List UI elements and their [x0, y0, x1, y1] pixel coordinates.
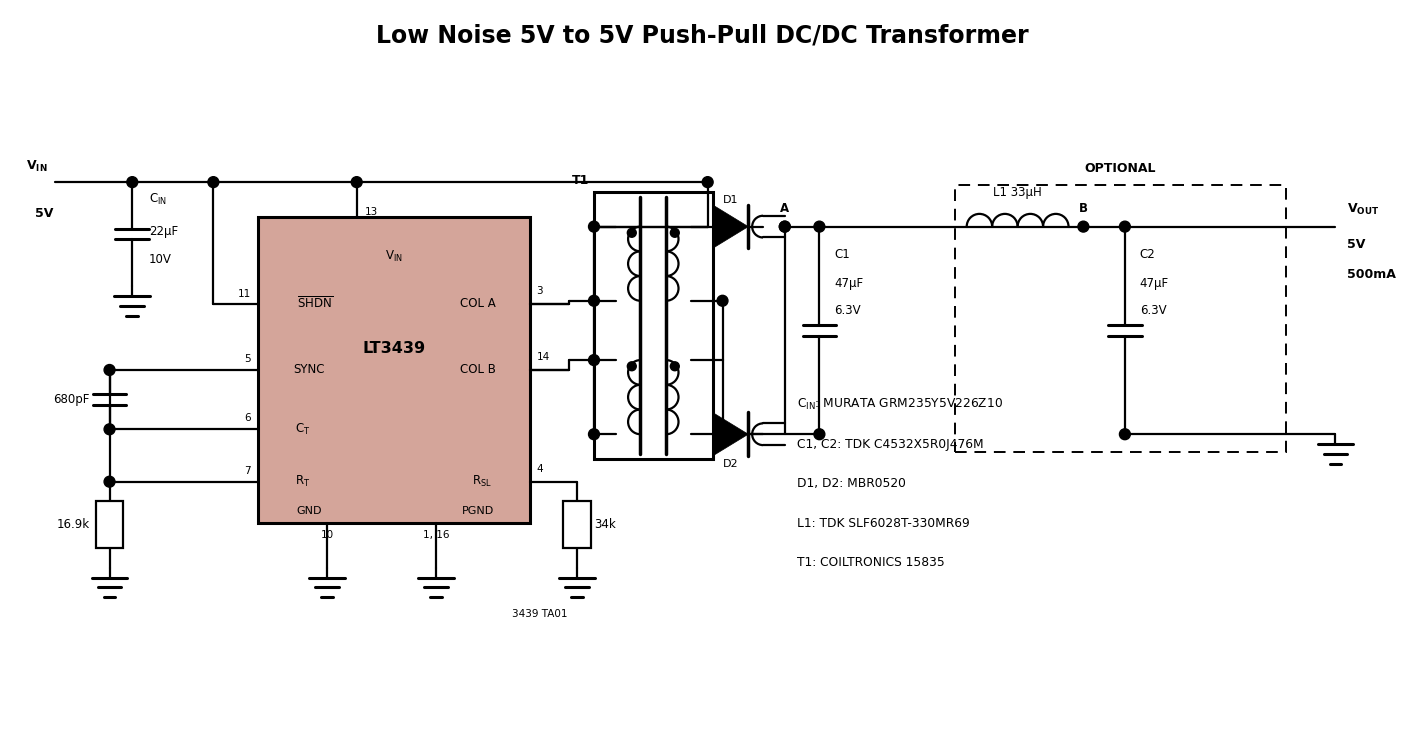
Circle shape [718, 429, 728, 440]
Circle shape [104, 424, 116, 434]
Circle shape [670, 229, 680, 237]
Bar [564, 501, 591, 548]
FancyBboxPatch shape [258, 217, 530, 523]
Text: $\mathregular{C_{IN}}$: $\mathregular{C_{IN}}$ [149, 193, 168, 207]
Text: 5V: 5V [1348, 238, 1366, 251]
Text: C1: C1 [835, 248, 850, 261]
Text: OPTIONAL: OPTIONAL [1084, 162, 1156, 175]
Polygon shape [712, 205, 749, 248]
Text: B: B [1079, 201, 1089, 215]
Circle shape [127, 176, 138, 187]
Circle shape [104, 365, 116, 376]
Text: 3: 3 [537, 286, 543, 295]
Circle shape [780, 221, 790, 232]
Circle shape [670, 362, 680, 370]
Text: $\mathregular{V_{IN}}$: $\mathregular{V_{IN}}$ [25, 159, 48, 174]
Text: A: A [780, 201, 790, 215]
Text: 10: 10 [320, 530, 334, 540]
Circle shape [207, 176, 219, 187]
Text: 5: 5 [244, 354, 251, 364]
Text: PGND: PGND [462, 506, 495, 517]
Text: 6: 6 [244, 413, 251, 423]
Circle shape [627, 229, 636, 237]
Text: $\mathregular{R_T}$: $\mathregular{R_T}$ [295, 474, 310, 490]
Circle shape [1120, 429, 1131, 440]
Circle shape [1120, 221, 1131, 232]
Text: $\mathregular{C_T}$: $\mathregular{C_T}$ [295, 422, 310, 437]
Text: LT3439: LT3439 [362, 341, 426, 356]
Text: $\mathregular{C_{IN}}$: MURATA GRM235Y5V226Z10: $\mathregular{C_{IN}}$: MURATA GRM235Y5V… [797, 397, 1003, 412]
Circle shape [780, 221, 790, 232]
Text: 16.9k: 16.9k [56, 518, 90, 531]
Text: $\mathregular{V_{IN}}$: $\mathregular{V_{IN}}$ [385, 248, 403, 264]
Text: 14: 14 [537, 352, 550, 362]
Text: 6.3V: 6.3V [1139, 304, 1166, 317]
Circle shape [588, 221, 599, 232]
Text: COL A: COL A [461, 297, 496, 310]
Circle shape [814, 429, 825, 440]
Text: 22μF: 22μF [149, 225, 178, 238]
Polygon shape [712, 412, 749, 456]
Text: 5V: 5V [35, 207, 54, 220]
Text: SYNC: SYNC [293, 364, 324, 376]
Text: 500mA: 500mA [1348, 268, 1396, 281]
Text: 11: 11 [238, 289, 251, 299]
Text: $\overline{\mathregular{SHDN}}$: $\overline{\mathregular{SHDN}}$ [298, 296, 333, 312]
Text: 1, 16: 1, 16 [423, 530, 448, 540]
Text: D1, D2: MBR0520: D1, D2: MBR0520 [797, 477, 905, 490]
Circle shape [718, 295, 728, 306]
Text: D2: D2 [722, 459, 739, 469]
Circle shape [104, 476, 116, 487]
Text: 47μF: 47μF [1139, 277, 1169, 290]
Circle shape [588, 355, 599, 365]
Text: 6.3V: 6.3V [835, 304, 862, 317]
Text: C2: C2 [1139, 248, 1155, 261]
Circle shape [702, 176, 713, 187]
Text: 10V: 10V [149, 253, 172, 266]
Circle shape [351, 176, 362, 187]
Circle shape [1077, 221, 1089, 232]
Text: L1 33μH: L1 33μH [993, 186, 1042, 199]
Circle shape [814, 221, 825, 232]
Text: 3439 TA01: 3439 TA01 [512, 609, 567, 619]
Text: C1, C2: TDK C4532X5R0J476M: C1, C2: TDK C4532X5R0J476M [797, 437, 983, 451]
Text: 34k: 34k [594, 518, 616, 531]
Text: 680pF: 680pF [54, 393, 90, 406]
Text: $\mathregular{R_{SL}}$: $\mathregular{R_{SL}}$ [472, 474, 492, 490]
Circle shape [588, 295, 599, 306]
Text: Low Noise 5V to 5V Push-Pull DC/DC Transformer: Low Noise 5V to 5V Push-Pull DC/DC Trans… [376, 24, 1029, 48]
Text: T1: COILTRONICS 15835: T1: COILTRONICS 15835 [797, 556, 945, 570]
Bar [96, 501, 123, 548]
Text: 7: 7 [244, 466, 251, 476]
Circle shape [627, 362, 636, 370]
FancyBboxPatch shape [594, 192, 712, 459]
Text: 47μF: 47μF [835, 277, 863, 290]
Text: GND: GND [296, 506, 321, 517]
Circle shape [588, 429, 599, 440]
Text: L1: TDK SLF6028T-330MR69: L1: TDK SLF6028T-330MR69 [797, 517, 970, 530]
Text: 4: 4 [537, 464, 543, 474]
Text: $\mathregular{V_{OUT}}$: $\mathregular{V_{OUT}}$ [1348, 201, 1379, 217]
Text: T1: T1 [571, 174, 589, 187]
Text: 13: 13 [365, 207, 378, 217]
Text: D1: D1 [723, 195, 739, 205]
Text: COL B: COL B [461, 364, 496, 376]
